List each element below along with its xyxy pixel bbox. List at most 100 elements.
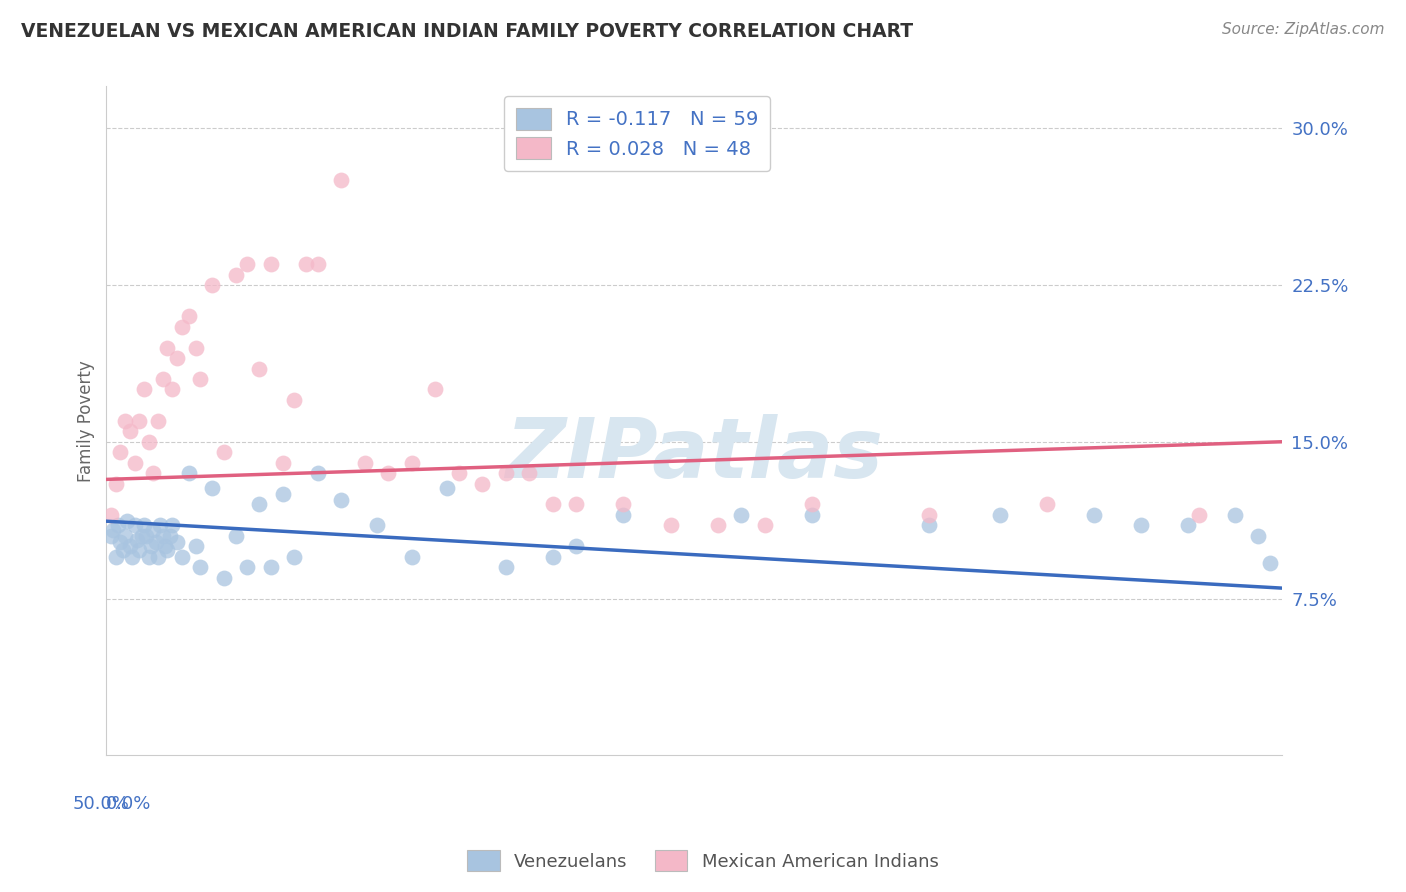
- Point: [128, 414, 150, 428]
- Point: [156, 543, 179, 558]
- Point: [139, 539, 162, 553]
- Point: [800, 498, 823, 512]
- Text: 0.0%: 0.0%: [107, 796, 152, 814]
- Point: [330, 173, 353, 187]
- Point: [225, 268, 247, 282]
- Point: [260, 560, 283, 574]
- Point: [118, 539, 141, 553]
- Legend: R = -0.117   N = 59, R = 0.028   N = 48: R = -0.117 N = 59, R = 0.028 N = 48: [503, 96, 770, 171]
- Point: [177, 310, 200, 324]
- Point: [170, 549, 193, 564]
- Point: [156, 341, 179, 355]
- Point: [201, 481, 224, 495]
- Point: [152, 372, 174, 386]
- Point: [118, 425, 141, 439]
- Point: [1083, 508, 1105, 522]
- Point: [918, 518, 941, 533]
- Point: [271, 487, 294, 501]
- Point: [447, 466, 470, 480]
- Point: [160, 383, 183, 397]
- Point: [132, 383, 155, 397]
- Legend: Venezuelans, Mexican American Indians: Venezuelans, Mexican American Indians: [460, 843, 946, 879]
- Text: VENEZUELAN VS MEXICAN AMERICAN INDIAN FAMILY POVERTY CORRELATION CHART: VENEZUELAN VS MEXICAN AMERICAN INDIAN FA…: [21, 22, 914, 41]
- Point: [612, 508, 634, 522]
- Point: [425, 383, 447, 397]
- Point: [125, 533, 148, 547]
- Point: [988, 508, 1011, 522]
- Point: [152, 529, 174, 543]
- Point: [1035, 498, 1057, 512]
- Point: [471, 476, 494, 491]
- Point: [100, 529, 122, 543]
- Point: [131, 529, 153, 543]
- Point: [142, 466, 165, 480]
- Point: [565, 539, 588, 553]
- Point: [330, 493, 353, 508]
- Point: [225, 529, 247, 543]
- Point: [149, 518, 172, 533]
- Text: Source: ZipAtlas.com: Source: ZipAtlas.com: [1222, 22, 1385, 37]
- Point: [366, 518, 388, 533]
- Point: [918, 508, 941, 522]
- Point: [236, 560, 259, 574]
- Point: [114, 414, 136, 428]
- Point: [307, 257, 329, 271]
- Point: [170, 319, 193, 334]
- Point: [117, 514, 139, 528]
- Point: [260, 257, 283, 271]
- Point: [138, 434, 160, 449]
- Text: ZIPatlas: ZIPatlas: [505, 414, 883, 495]
- Point: [754, 518, 776, 533]
- Point: [377, 466, 399, 480]
- Point: [1223, 508, 1246, 522]
- Point: [201, 277, 224, 292]
- Point: [1129, 518, 1152, 533]
- Point: [100, 508, 122, 522]
- Point: [565, 498, 588, 512]
- Point: [110, 535, 132, 549]
- Point: [114, 529, 136, 543]
- Point: [212, 571, 235, 585]
- Point: [541, 549, 564, 564]
- Point: [188, 560, 211, 574]
- Point: [104, 549, 127, 564]
- Y-axis label: Family Poverty: Family Poverty: [77, 360, 96, 482]
- Point: [1258, 556, 1281, 570]
- Point: [706, 518, 728, 533]
- Point: [107, 518, 129, 533]
- Point: [146, 414, 169, 428]
- Point: [541, 498, 564, 512]
- Point: [142, 523, 165, 537]
- Point: [1188, 508, 1211, 522]
- Point: [166, 535, 188, 549]
- Point: [307, 466, 329, 480]
- Point: [730, 508, 752, 522]
- Point: [188, 372, 211, 386]
- Point: [283, 549, 305, 564]
- Point: [135, 529, 157, 543]
- Point: [110, 445, 132, 459]
- Point: [1177, 518, 1199, 533]
- Point: [247, 498, 270, 512]
- Point: [111, 543, 134, 558]
- Point: [177, 466, 200, 480]
- Point: [146, 549, 169, 564]
- Point: [436, 481, 458, 495]
- Point: [121, 549, 143, 564]
- Point: [104, 476, 127, 491]
- Point: [401, 549, 423, 564]
- Point: [354, 456, 377, 470]
- Point: [495, 466, 517, 480]
- Point: [138, 549, 160, 564]
- Point: [295, 257, 318, 271]
- Point: [128, 543, 150, 558]
- Point: [184, 341, 207, 355]
- Point: [495, 560, 517, 574]
- Point: [612, 498, 634, 512]
- Point: [800, 508, 823, 522]
- Point: [103, 523, 125, 537]
- Point: [184, 539, 207, 553]
- Point: [519, 466, 541, 480]
- Point: [145, 535, 167, 549]
- Point: [401, 456, 423, 470]
